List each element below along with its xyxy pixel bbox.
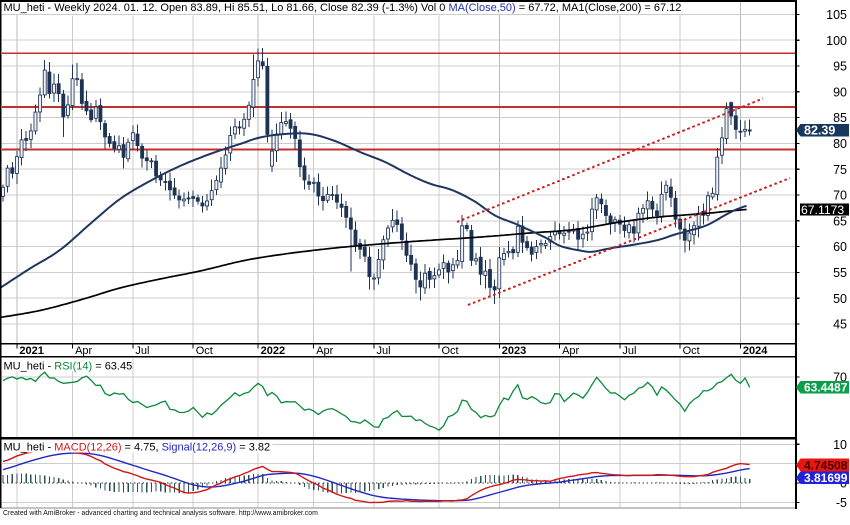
svg-text:Created with AmiBroker - advan: Created with AmiBroker - advanced charti… bbox=[3, 510, 318, 517]
svg-text:82.39: 82.39 bbox=[804, 124, 835, 138]
svg-text:70: 70 bbox=[833, 189, 847, 203]
svg-text:-5: -5 bbox=[836, 496, 847, 510]
svg-text:75: 75 bbox=[833, 163, 847, 177]
svg-text:65: 65 bbox=[833, 214, 847, 228]
svg-text:MU_heti - RSI(14) = 63.45: MU_heti - RSI(14) = 63.45 bbox=[4, 360, 133, 372]
svg-text:50: 50 bbox=[833, 292, 847, 306]
svg-text:2023: 2023 bbox=[502, 345, 526, 357]
svg-text:Apr: Apr bbox=[562, 345, 579, 357]
svg-text:63.4487: 63.4487 bbox=[804, 381, 848, 395]
svg-text:80: 80 bbox=[833, 137, 847, 151]
svg-text:105: 105 bbox=[826, 8, 847, 22]
svg-text:4.74508: 4.74508 bbox=[804, 458, 848, 472]
svg-text:Apr: Apr bbox=[75, 345, 92, 357]
svg-text:MU_heti - Weekly 2024. 01. 12.: MU_heti - Weekly 2024. 01. 12. Open 83.8… bbox=[4, 2, 682, 14]
svg-text:95: 95 bbox=[833, 60, 847, 74]
svg-text:60: 60 bbox=[833, 240, 847, 254]
svg-text:85: 85 bbox=[833, 111, 847, 125]
svg-text:2024: 2024 bbox=[743, 345, 768, 357]
svg-text:Jul: Jul bbox=[135, 345, 149, 357]
svg-text:2022: 2022 bbox=[261, 345, 285, 357]
svg-text:Jul: Jul bbox=[622, 345, 636, 357]
svg-text:Oct: Oct bbox=[196, 345, 213, 357]
svg-text:Oct: Oct bbox=[442, 345, 459, 357]
svg-text:67.1173: 67.1173 bbox=[801, 203, 844, 217]
svg-text:Jul: Jul bbox=[377, 345, 391, 357]
svg-text:10: 10 bbox=[833, 438, 847, 452]
svg-text:2021: 2021 bbox=[19, 345, 43, 357]
svg-text:100: 100 bbox=[826, 34, 847, 48]
svg-text:Oct: Oct bbox=[683, 345, 700, 357]
svg-text:55: 55 bbox=[833, 266, 847, 280]
svg-text:90: 90 bbox=[833, 85, 847, 99]
svg-text:Apr: Apr bbox=[316, 345, 333, 357]
svg-text:45: 45 bbox=[833, 318, 847, 332]
svg-text:3.81699: 3.81699 bbox=[804, 471, 848, 485]
svg-text:MU_heti - MACD(12,26) = 4.75,: MU_heti - MACD(12,26) = 4.75, Signal(12,… bbox=[4, 441, 271, 453]
